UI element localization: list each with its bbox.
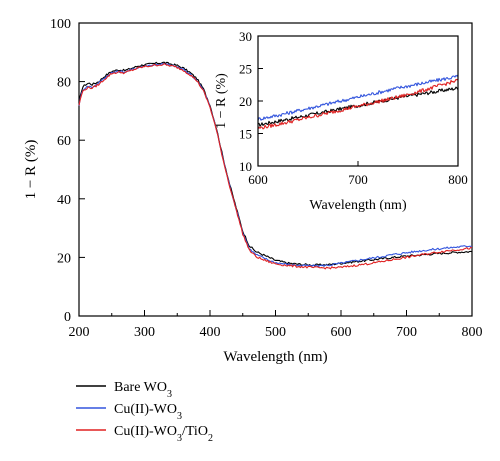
inset-y-axis-label: 1 − R (%) — [214, 73, 229, 129]
main-y-tick-label: 40 — [57, 193, 71, 208]
main-y-tick-label: 60 — [57, 134, 71, 149]
main-x-axis-label: Wavelength (nm) — [223, 349, 327, 365]
main-x-tick-label: 300 — [134, 325, 155, 340]
inset-x-tick-label: 700 — [348, 172, 368, 187]
main-x-tick-label: 500 — [265, 325, 286, 340]
main-y-tick-label: 100 — [50, 17, 71, 32]
main-x-tick-label: 400 — [200, 325, 221, 340]
inset-plot: 600 700 800 10 15 20 25 30 Wavelength (nm) 1 − … — [214, 29, 468, 213]
inset-ticks: 600 700 800 10 15 20 25 30 — [239, 29, 468, 187]
inset-x-tick-label: 600 — [248, 172, 268, 187]
main-y-tick-label: 0 — [64, 310, 71, 325]
inset-y-tick-label: 15 — [239, 127, 252, 142]
main-plot: 200 300 400 500 600 700 800 0 20 40 60 80 100 Wavele… — [23, 17, 483, 365]
inset-y-tick-label: 20 — [239, 94, 252, 109]
inset-x-tick-label: 800 — [448, 172, 468, 187]
main-ticks: 200 300 400 500 600 700 800 0 20 40 60 80 100 — [50, 17, 483, 340]
legend-label: Bare WO3 — [114, 380, 172, 400]
inset-x-axis-label: Wavelength (nm) — [309, 198, 407, 213]
inset-y-tick-label: 30 — [239, 29, 252, 44]
inset-series-group — [257, 74, 459, 130]
legend-label: Cu(II)-WO3/TiO2 — [114, 424, 213, 444]
main-y-tick-label: 20 — [57, 251, 71, 266]
inset-series-line — [257, 78, 459, 130]
main-x-tick-label: 200 — [69, 325, 90, 340]
main-y-tick-label: 80 — [57, 76, 71, 91]
main-x-tick-label: 700 — [396, 325, 417, 340]
inset-y-tick-label: 10 — [239, 159, 252, 174]
inset-y-tick-label: 25 — [239, 62, 252, 77]
main-y-axis-label: 1 − R (%) — [23, 140, 39, 200]
main-x-tick-label: 800 — [462, 325, 483, 340]
main-series-line — [78, 63, 473, 270]
main-x-tick-label: 600 — [331, 325, 352, 340]
main-series-group — [78, 61, 473, 270]
legend-label: Cu(II)-WO3 — [114, 402, 182, 422]
inset-background — [258, 36, 458, 166]
inset-series-line — [257, 74, 459, 121]
